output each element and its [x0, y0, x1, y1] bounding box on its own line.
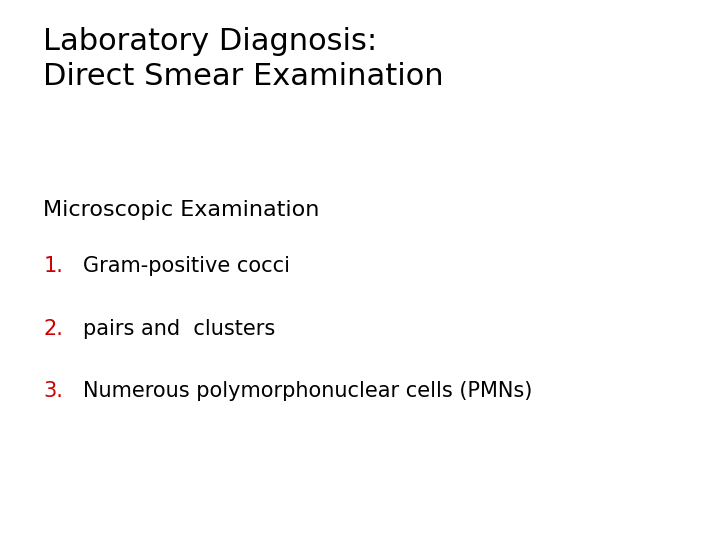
Text: pairs and  clusters: pairs and clusters	[83, 319, 275, 339]
Text: 1.: 1.	[43, 256, 63, 276]
Text: Microscopic Examination: Microscopic Examination	[43, 200, 320, 220]
Text: 3.: 3.	[43, 381, 63, 401]
Text: 2.: 2.	[43, 319, 63, 339]
Text: Gram-positive cocci: Gram-positive cocci	[83, 256, 289, 276]
Text: Laboratory Diagnosis:
Direct Smear Examination: Laboratory Diagnosis: Direct Smear Exami…	[43, 27, 444, 91]
Text: Numerous polymorphonuclear cells (PMNs): Numerous polymorphonuclear cells (PMNs)	[83, 381, 532, 401]
